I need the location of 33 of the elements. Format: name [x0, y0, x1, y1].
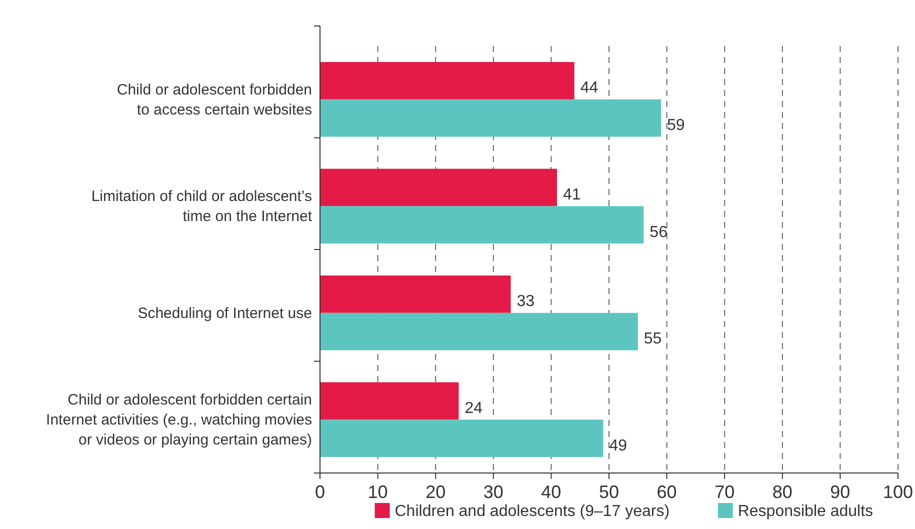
x-tick-label: 20 — [426, 482, 446, 502]
bar — [320, 206, 644, 244]
data-label: 24 — [464, 400, 483, 417]
data-label: 49 — [609, 437, 628, 454]
x-tick-label: 100 — [882, 482, 914, 502]
data-label: 33 — [516, 293, 535, 310]
bar — [320, 168, 557, 206]
legend-label: Responsible adults — [738, 503, 874, 520]
bar — [320, 276, 511, 313]
data-label: 59 — [667, 117, 685, 134]
x-tick-label: 90 — [830, 482, 850, 502]
bar — [320, 312, 638, 350]
x-tick-label: 80 — [772, 482, 792, 502]
bar — [320, 420, 604, 457]
legend-label: Children and adolescents (9–17 years) — [394, 503, 670, 520]
data-label: 55 — [644, 330, 662, 348]
x-tick-label: 0 — [314, 482, 326, 502]
data-label: 41 — [562, 186, 581, 204]
data-label: 44 — [580, 80, 598, 97]
x-tick-label: 40 — [541, 482, 562, 502]
x-tick-label: 10 — [368, 482, 388, 502]
y-tick-label: Child or adolescent forbidden to access certain websites — [116, 81, 312, 118]
x-tick-label: 50 — [598, 482, 620, 502]
x-tick-label: 60 — [656, 482, 677, 502]
y-tick-label: Scheduling of Internet use — [138, 304, 312, 322]
y-tick-label: Child or adolescent forbidden certain Internet activities (e.g., watching movies or videos or playing certain games) — [46, 392, 312, 449]
bar — [320, 62, 574, 100]
data-label: 56 — [650, 224, 668, 241]
x-tick-label: 30 — [483, 482, 504, 502]
bar — [320, 99, 662, 137]
x-tick-label: 70 — [714, 482, 735, 502]
y-tick-label: Limitation of child or adolescent’s time on the Internet — [91, 188, 313, 226]
bar — [320, 382, 459, 420]
